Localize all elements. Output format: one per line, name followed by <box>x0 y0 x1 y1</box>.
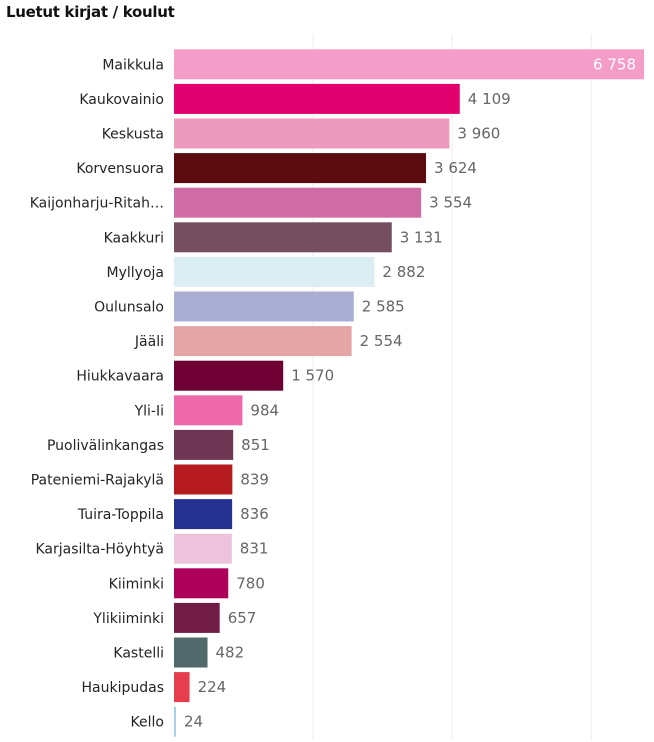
category-label-17: Kastelli <box>113 646 164 662</box>
bar-3[interactable] <box>174 153 427 184</box>
category-labels: Maikkula Kaukovainio Keskusta Korvensuora Ka… <box>30 57 164 730</box>
value-label-10: 984 <box>250 401 279 419</box>
value-label-5: 3 131 <box>400 228 443 246</box>
bar-7[interactable] <box>174 291 354 322</box>
bar-11[interactable] <box>174 429 234 460</box>
bars <box>174 49 644 737</box>
value-label-9: 1 570 <box>291 367 334 385</box>
value-label-15: 780 <box>236 574 265 592</box>
category-label-19: Kello <box>131 715 164 731</box>
bar-5[interactable] <box>174 222 392 253</box>
value-label-18: 224 <box>198 678 227 696</box>
bar-1[interactable] <box>174 83 460 114</box>
category-label-15: Kiiminki <box>109 576 164 592</box>
category-label-10: Yli-Ii <box>134 403 164 419</box>
bar-13[interactable] <box>174 499 233 530</box>
category-label-1: Kaukovainio <box>79 92 164 108</box>
value-label-3: 3 624 <box>434 159 477 177</box>
bar-8[interactable] <box>174 326 352 357</box>
category-label-13: Tuira-Toppila <box>77 507 164 523</box>
category-label-3: Korvensuora <box>76 161 164 177</box>
value-label-2: 3 960 <box>457 125 500 143</box>
gridlines <box>312 34 592 740</box>
category-label-2: Keskusta <box>102 127 164 143</box>
value-label-0: 6 758 <box>593 55 636 73</box>
value-label-12: 839 <box>240 471 269 489</box>
bar-0[interactable] <box>174 49 644 80</box>
value-label-17: 482 <box>216 644 245 662</box>
value-label-11: 851 <box>241 436 270 454</box>
category-label-6: Myllyoja <box>107 265 164 281</box>
bar-4[interactable] <box>174 187 422 218</box>
category-label-4: Kaijonharju-Ritah… <box>30 196 164 212</box>
category-label-5: Kaakkuri <box>104 230 164 246</box>
value-label-13: 836 <box>240 505 269 523</box>
bar-10[interactable] <box>174 395 243 426</box>
category-label-8: Jääli <box>134 334 164 350</box>
value-label-4: 3 554 <box>429 194 472 212</box>
category-label-7: Oulunsalo <box>94 300 164 316</box>
value-label-1: 4 109 <box>468 90 511 108</box>
chart-title: Luetut kirjat / koulut <box>6 3 175 21</box>
value-label-16: 657 <box>228 609 257 627</box>
value-label-19: 24 <box>184 713 203 731</box>
value-labels: 6 758 4 109 3 960 3 624 3 554 3 131 2 882 2 585… <box>184 55 636 730</box>
bar-19[interactable] <box>174 706 176 737</box>
bar-18[interactable] <box>174 672 190 703</box>
category-label-14: Karjasilta-Höyhtyä <box>35 542 164 558</box>
value-label-14: 831 <box>240 540 269 558</box>
bar-14[interactable] <box>174 533 232 564</box>
category-label-12: Pateniemi-Rajakylä <box>31 473 164 489</box>
bar-2[interactable] <box>174 118 450 149</box>
category-label-11: Puolivälinkangas <box>47 438 164 454</box>
bar-9[interactable] <box>174 360 284 391</box>
category-label-9: Hiukkavaara <box>76 369 164 385</box>
category-label-18: Haukipudas <box>82 680 165 696</box>
value-label-6: 2 882 <box>382 263 425 281</box>
bar-6[interactable] <box>174 256 375 287</box>
category-label-0: Maikkula <box>102 57 164 73</box>
bar-16[interactable] <box>174 602 220 633</box>
bar-17[interactable] <box>174 637 208 668</box>
bar-15[interactable] <box>174 568 229 599</box>
value-label-8: 2 554 <box>360 332 403 350</box>
bar-12[interactable] <box>174 464 233 495</box>
category-label-16: Ylikiiminki <box>92 611 164 627</box>
value-label-7: 2 585 <box>362 298 405 316</box>
